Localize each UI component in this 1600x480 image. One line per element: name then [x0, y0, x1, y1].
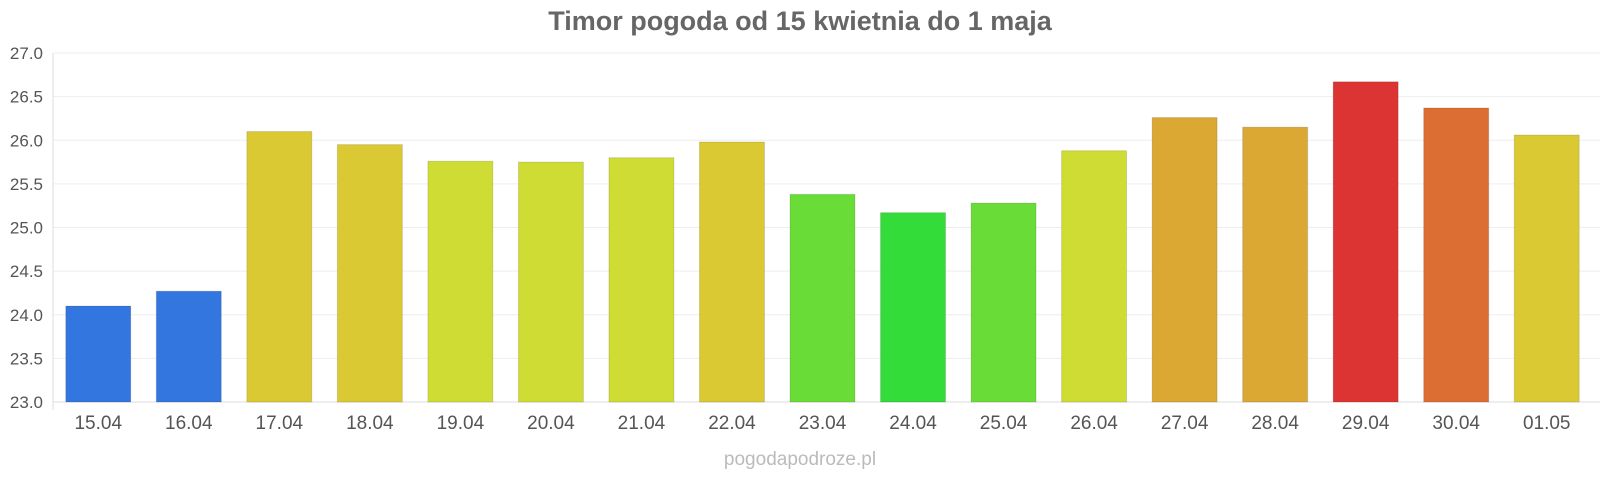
- bar: [789, 193, 856, 403]
- bar: [1061, 150, 1128, 403]
- bar: [1423, 107, 1490, 403]
- x-tick-label: 18.04: [346, 413, 394, 434]
- x-tick-label: 15.04: [74, 413, 122, 434]
- y-tick-label: 23.0: [10, 393, 43, 412]
- x-tick-label: 20.04: [527, 413, 575, 434]
- bar: [1242, 126, 1309, 403]
- y-tick-label: 24.5: [10, 262, 43, 281]
- bar: [1332, 81, 1399, 403]
- bar: [427, 160, 494, 403]
- bar: [246, 131, 313, 403]
- x-tick-label: 24.04: [889, 413, 937, 434]
- bar: [517, 161, 584, 403]
- x-tick-label: 27.04: [1161, 413, 1209, 434]
- y-tick-label: 23.5: [10, 349, 43, 368]
- bar: [155, 290, 222, 403]
- y-tick-label: 25.0: [10, 219, 43, 238]
- x-tick-label: 23.04: [799, 413, 847, 434]
- bar: [880, 212, 947, 403]
- watermark: pogodapodroze.pl: [723, 449, 877, 470]
- y-tick-label: 25.5: [10, 175, 43, 194]
- y-tick-label: 26.0: [10, 131, 43, 150]
- x-tick-label: 28.04: [1251, 413, 1299, 434]
- chart-title: Timor pogoda od 15 kwietnia do 1 maja: [548, 6, 1052, 36]
- x-tick-label: 30.04: [1432, 413, 1480, 434]
- x-tick-label: 22.04: [708, 413, 756, 434]
- x-tick-label: 26.04: [1070, 413, 1118, 434]
- y-tick-label: 27.0: [10, 44, 43, 63]
- y-tick-label: 26.5: [10, 88, 43, 107]
- bar: [608, 157, 675, 403]
- x-tick-label: 01.05: [1523, 413, 1571, 434]
- x-tick-label: 19.04: [437, 413, 485, 434]
- y-tick-label: 24.0: [10, 306, 43, 325]
- x-tick-label: 17.04: [256, 413, 304, 434]
- bar: [1513, 134, 1580, 403]
- bar: [698, 141, 765, 403]
- bar: [970, 202, 1037, 403]
- x-tick-label: 16.04: [165, 413, 213, 434]
- bar: [65, 305, 132, 403]
- x-tick-label: 25.04: [980, 413, 1028, 434]
- x-tick-label: 29.04: [1342, 413, 1390, 434]
- bar: [1151, 117, 1218, 403]
- bar: [336, 144, 403, 403]
- x-tick-label: 21.04: [618, 413, 666, 434]
